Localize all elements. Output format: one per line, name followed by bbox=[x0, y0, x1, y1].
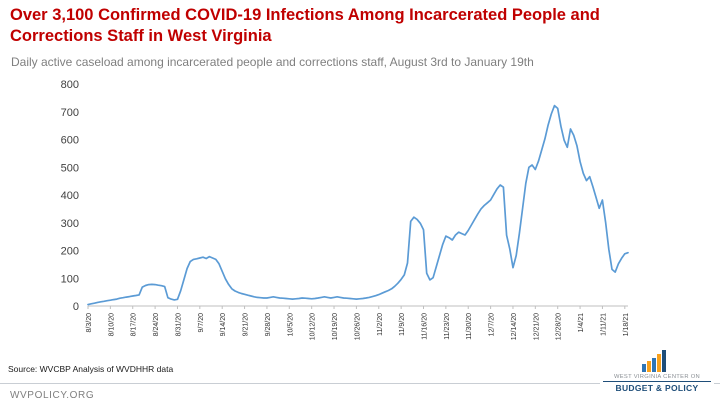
x-axis-tick-label: 12/7/20 bbox=[489, 313, 496, 336]
website-url: WVPOLICY.ORG bbox=[10, 390, 95, 401]
y-axis-tick-label: 0 bbox=[73, 301, 79, 313]
y-axis-tick-label: 700 bbox=[61, 107, 79, 119]
y-axis-tick-label: 100 bbox=[61, 273, 79, 285]
x-axis-tick-label: 9/14/20 bbox=[220, 313, 227, 336]
x-axis-tick-label: 11/2/20 bbox=[377, 313, 384, 336]
chart-subtitle: Daily active caseload among incarcerated… bbox=[11, 55, 534, 69]
x-axis-tick-label: 9/7/20 bbox=[198, 313, 205, 333]
x-axis-tick-label: 8/24/20 bbox=[153, 313, 160, 336]
logo-org-line1: WEST VIRGINIA CENTER ON bbox=[603, 374, 711, 382]
x-axis-tick-label: 8/17/20 bbox=[131, 313, 138, 336]
x-axis-tick-label: 9/21/20 bbox=[243, 313, 250, 336]
footer-divider bbox=[0, 383, 720, 384]
x-axis-tick-label: 12/14/20 bbox=[511, 313, 518, 340]
x-axis-tick-label: 1/11/21 bbox=[600, 313, 607, 336]
x-axis-tick-label: 9/28/20 bbox=[265, 313, 272, 336]
x-axis-tick-label: 12/21/20 bbox=[533, 313, 540, 340]
x-axis-tick-label: 8/3/20 bbox=[86, 313, 93, 333]
bar-chart-logo-icon bbox=[642, 350, 666, 372]
source-note: Source: WVCBP Analysis of WVDHHR data bbox=[8, 364, 174, 374]
x-axis-tick-label: 11/23/20 bbox=[444, 313, 451, 340]
x-axis-tick-label: 1/18/21 bbox=[623, 313, 630, 336]
x-axis-tick-label: 10/19/20 bbox=[332, 313, 339, 340]
caseload-series-line bbox=[87, 104, 629, 306]
y-axis-tick-label: 200 bbox=[61, 246, 79, 258]
x-axis-tick-label: 8/10/20 bbox=[108, 313, 115, 336]
x-axis-tick-label: 8/31/20 bbox=[175, 313, 182, 336]
x-axis-tick-label: 10/26/20 bbox=[354, 313, 361, 340]
y-axis-tick-label: 500 bbox=[61, 162, 79, 174]
x-axis-tick-label: 10/12/20 bbox=[310, 313, 317, 340]
y-axis-tick-label: 600 bbox=[61, 135, 79, 147]
x-axis-tick-label: 11/9/20 bbox=[399, 313, 406, 336]
caseload-line-chart-canvas: 0 100 200 300 400 500 600 700 800 8/3/20 8/10/20 8/… bbox=[61, 79, 630, 340]
y-axis-tick-label: 800 bbox=[61, 79, 79, 91]
x-axis-tick-label: 12/28/20 bbox=[556, 313, 563, 340]
page-title: Over 3,100 Confirmed COVID-19 Infections… bbox=[10, 6, 600, 46]
logo-org-line2: BUDGET & POLICY bbox=[615, 383, 699, 393]
wvcbp-logo: WEST VIRGINIA CENTER ON BUDGET & POLICY bbox=[600, 348, 714, 395]
line-chart: 0 100 200 300 400 500 600 700 800 8/3/20 8/10/20 8/… bbox=[36, 74, 656, 364]
x-axis-tick-label: 1/4/21 bbox=[578, 313, 585, 333]
x-axis-tick-label: 11/30/20 bbox=[466, 313, 473, 340]
x-axis-tick-label: 11/16/20 bbox=[422, 313, 429, 340]
y-axis-tick-label: 400 bbox=[61, 190, 79, 202]
y-axis-tick-label: 300 bbox=[61, 218, 79, 230]
x-axis-tick-label: 10/5/20 bbox=[287, 313, 294, 336]
